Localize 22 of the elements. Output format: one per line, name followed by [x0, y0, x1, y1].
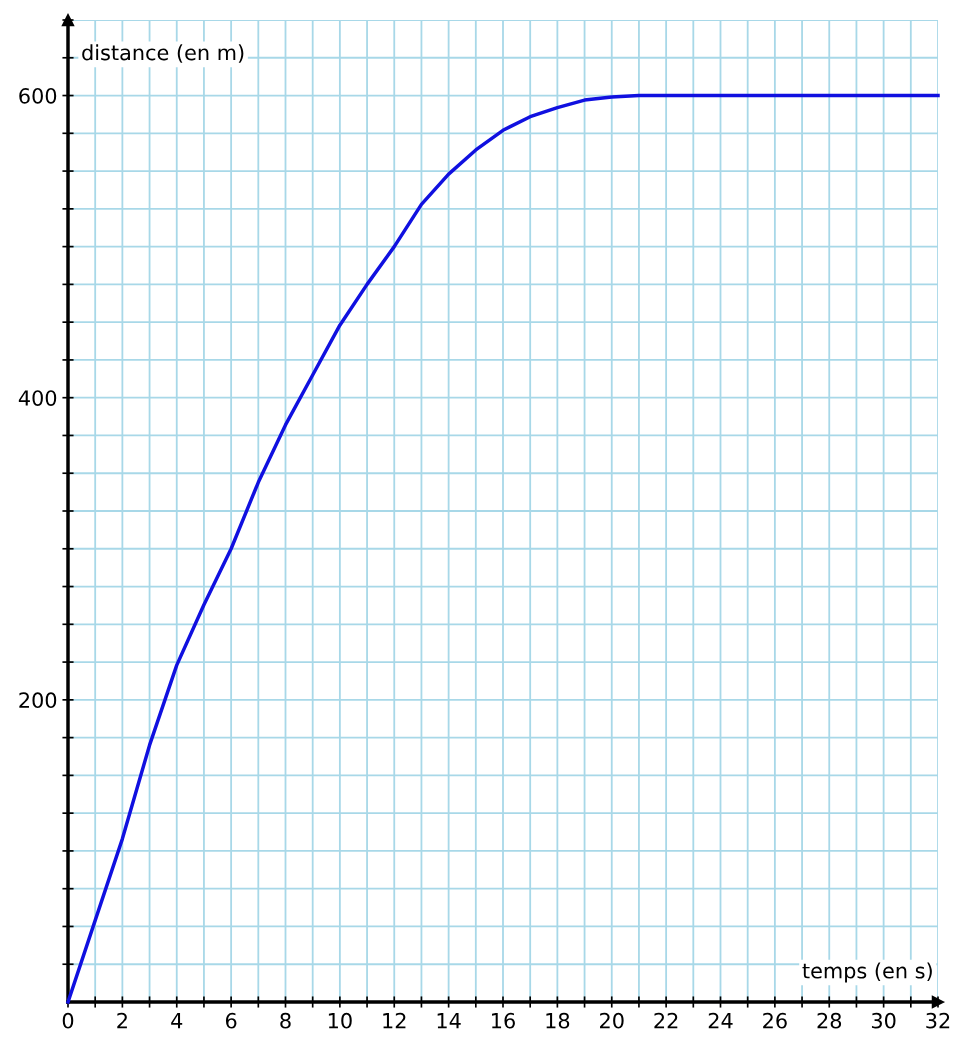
x-tick-label: 18	[546, 1012, 570, 1029]
y-tick-label: 200	[19, 692, 57, 709]
x-tick-label: 28	[817, 1012, 842, 1029]
x-tick-label: 20	[600, 1012, 624, 1029]
x-tick-label: 10	[328, 1012, 352, 1029]
y-axis-title: distance (en m)	[82, 44, 244, 63]
x-tick-label: 6	[225, 1012, 237, 1029]
y-tick-label: 400	[18, 390, 57, 406]
x-tick-label: 22	[654, 1012, 678, 1029]
x-tick-label: 4	[171, 1013, 183, 1029]
x-tick-label: 8	[280, 1012, 291, 1029]
x-tick-label: 24	[708, 1012, 733, 1029]
x-tick-label: 32	[926, 1012, 950, 1029]
x-tick-label: 26	[763, 1012, 787, 1029]
x-tick-label: 0	[62, 1012, 74, 1029]
x-tick-label: 30	[871, 1012, 896, 1029]
x-tick-label: 2	[117, 1012, 127, 1029]
x-tick-label: 16	[492, 1012, 515, 1029]
y-tick-label: 600	[19, 87, 57, 104]
x-axis-title: temps (en s)	[802, 962, 932, 983]
x-tick-label: 14	[437, 1013, 461, 1029]
x-tick-label: 12	[383, 1012, 406, 1029]
